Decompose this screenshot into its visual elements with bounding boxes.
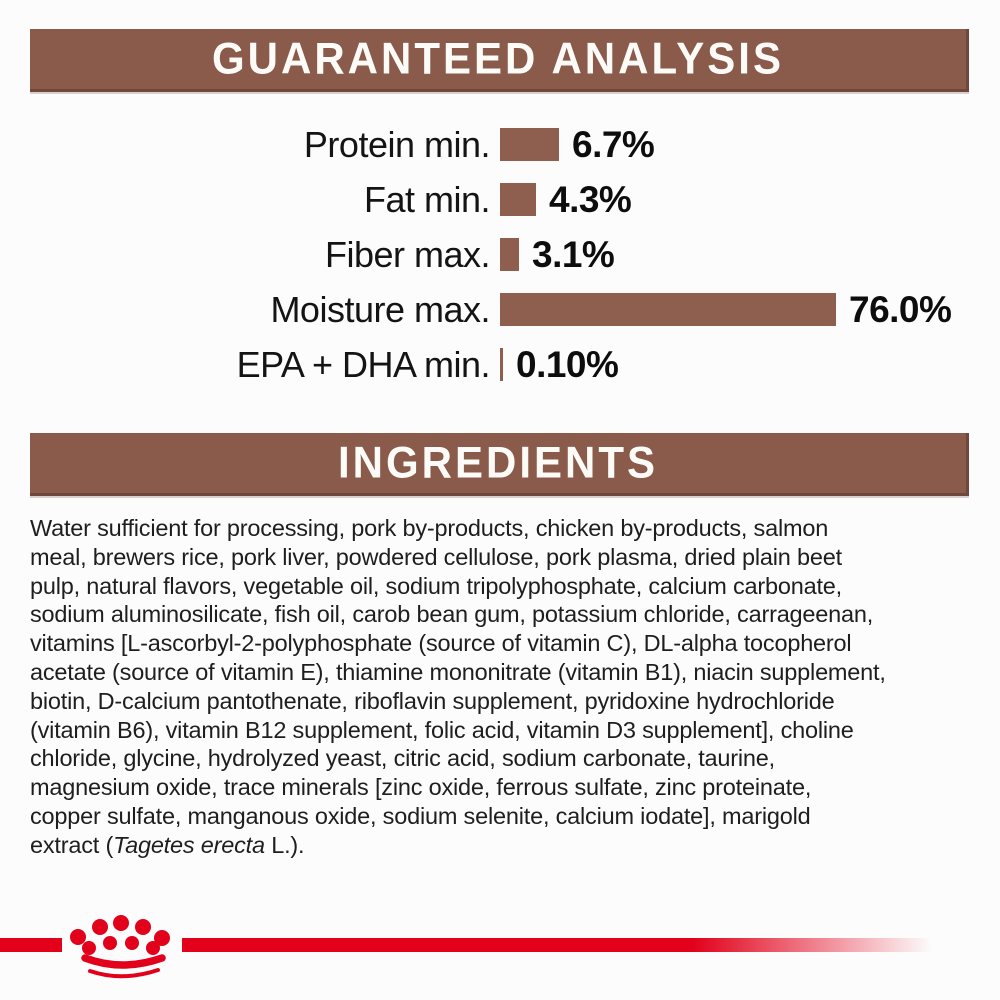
brand-stripe-right — [182, 938, 932, 952]
royal-canin-crown-icon — [70, 915, 170, 979]
guaranteed-analysis-title: GUARANTEED ANALYSIS — [212, 33, 784, 84]
nutrient-value: 6.7% — [572, 123, 655, 165]
nutrient-row-fat: Fat min. 4.3% — [0, 172, 1000, 227]
nutrient-row-epa-dha: EPA + DHA min. 0.10% — [0, 337, 1000, 392]
brand-stripe-left — [0, 938, 62, 952]
guaranteed-analysis-banner: GUARANTEED ANALYSIS — [30, 29, 969, 92]
nutrient-label: Protein min. — [303, 123, 491, 165]
nutrient-value: 0.10% — [516, 343, 619, 385]
nutrient-bar — [500, 293, 836, 326]
nutrient-value: 3.1% — [532, 233, 615, 275]
ingredient-line: chloride, glycine, hydrolyzed yeast, cit… — [30, 745, 776, 772]
ingredient-line: biotin, D-calcium pantothenate, riboflav… — [30, 687, 835, 714]
nutrient-value: 4.3% — [549, 178, 632, 220]
nutrient-bar — [500, 238, 519, 271]
ingredient-species-italic: Tagetes erecta — [113, 831, 265, 858]
nutrient-row-moisture: Moisture max. 76.0% — [0, 282, 1000, 337]
nutrient-bar — [500, 183, 536, 216]
guaranteed-analysis-chart: Protein min. 6.7% Fat min. 4.3% Fiber ma… — [0, 117, 1000, 392]
nutrient-label: EPA + DHA min. — [236, 343, 491, 385]
nutrient-value: 76.0% — [849, 288, 952, 330]
ingredient-line: magnesium oxide, trace minerals [zinc ox… — [30, 774, 812, 801]
ingredient-line-last: extract (Tagetes erecta L.). — [30, 831, 975, 860]
nutrient-label: Moisture max. — [270, 288, 490, 330]
ingredients-title: INGREDIENTS — [337, 437, 659, 488]
ingredient-line: meal, brewers rice, pork liver, powdered… — [30, 543, 842, 570]
nutrient-row-protein: Protein min. 6.7% — [0, 117, 1000, 172]
nutrient-row-fiber: Fiber max. 3.1% — [0, 227, 1000, 282]
ingredient-line: acetate (source of vitamin E), thiamine … — [30, 658, 886, 685]
ingredient-line: Water sufficient for processing, pork by… — [30, 515, 829, 541]
ingredient-line: pulp, natural flavors, vegetable oil, so… — [30, 572, 842, 599]
ingredient-line: vitamins [L-ascorbyl-2-polyphosphate (so… — [30, 630, 852, 657]
ingredients-banner: INGREDIENTS — [30, 433, 969, 496]
nutrient-label: Fat min. — [363, 178, 491, 220]
ingredient-line: copper sulfate, manganous oxide, sodium … — [30, 802, 811, 829]
ingredient-line: sodium aluminosilicate, fish oil, carob … — [30, 601, 874, 628]
ingredient-text: L.). — [264, 831, 305, 858]
nutrient-label: Fiber max. — [324, 233, 491, 275]
nutrient-bar — [500, 128, 559, 161]
nutrient-bar — [500, 348, 503, 381]
ingredient-text: extract ( — [30, 831, 114, 858]
ingredients-paragraph: Water sufficient for processing, pork by… — [30, 514, 975, 860]
ingredient-line: (vitamin B6), vitamin B12 supplement, fo… — [30, 716, 854, 743]
